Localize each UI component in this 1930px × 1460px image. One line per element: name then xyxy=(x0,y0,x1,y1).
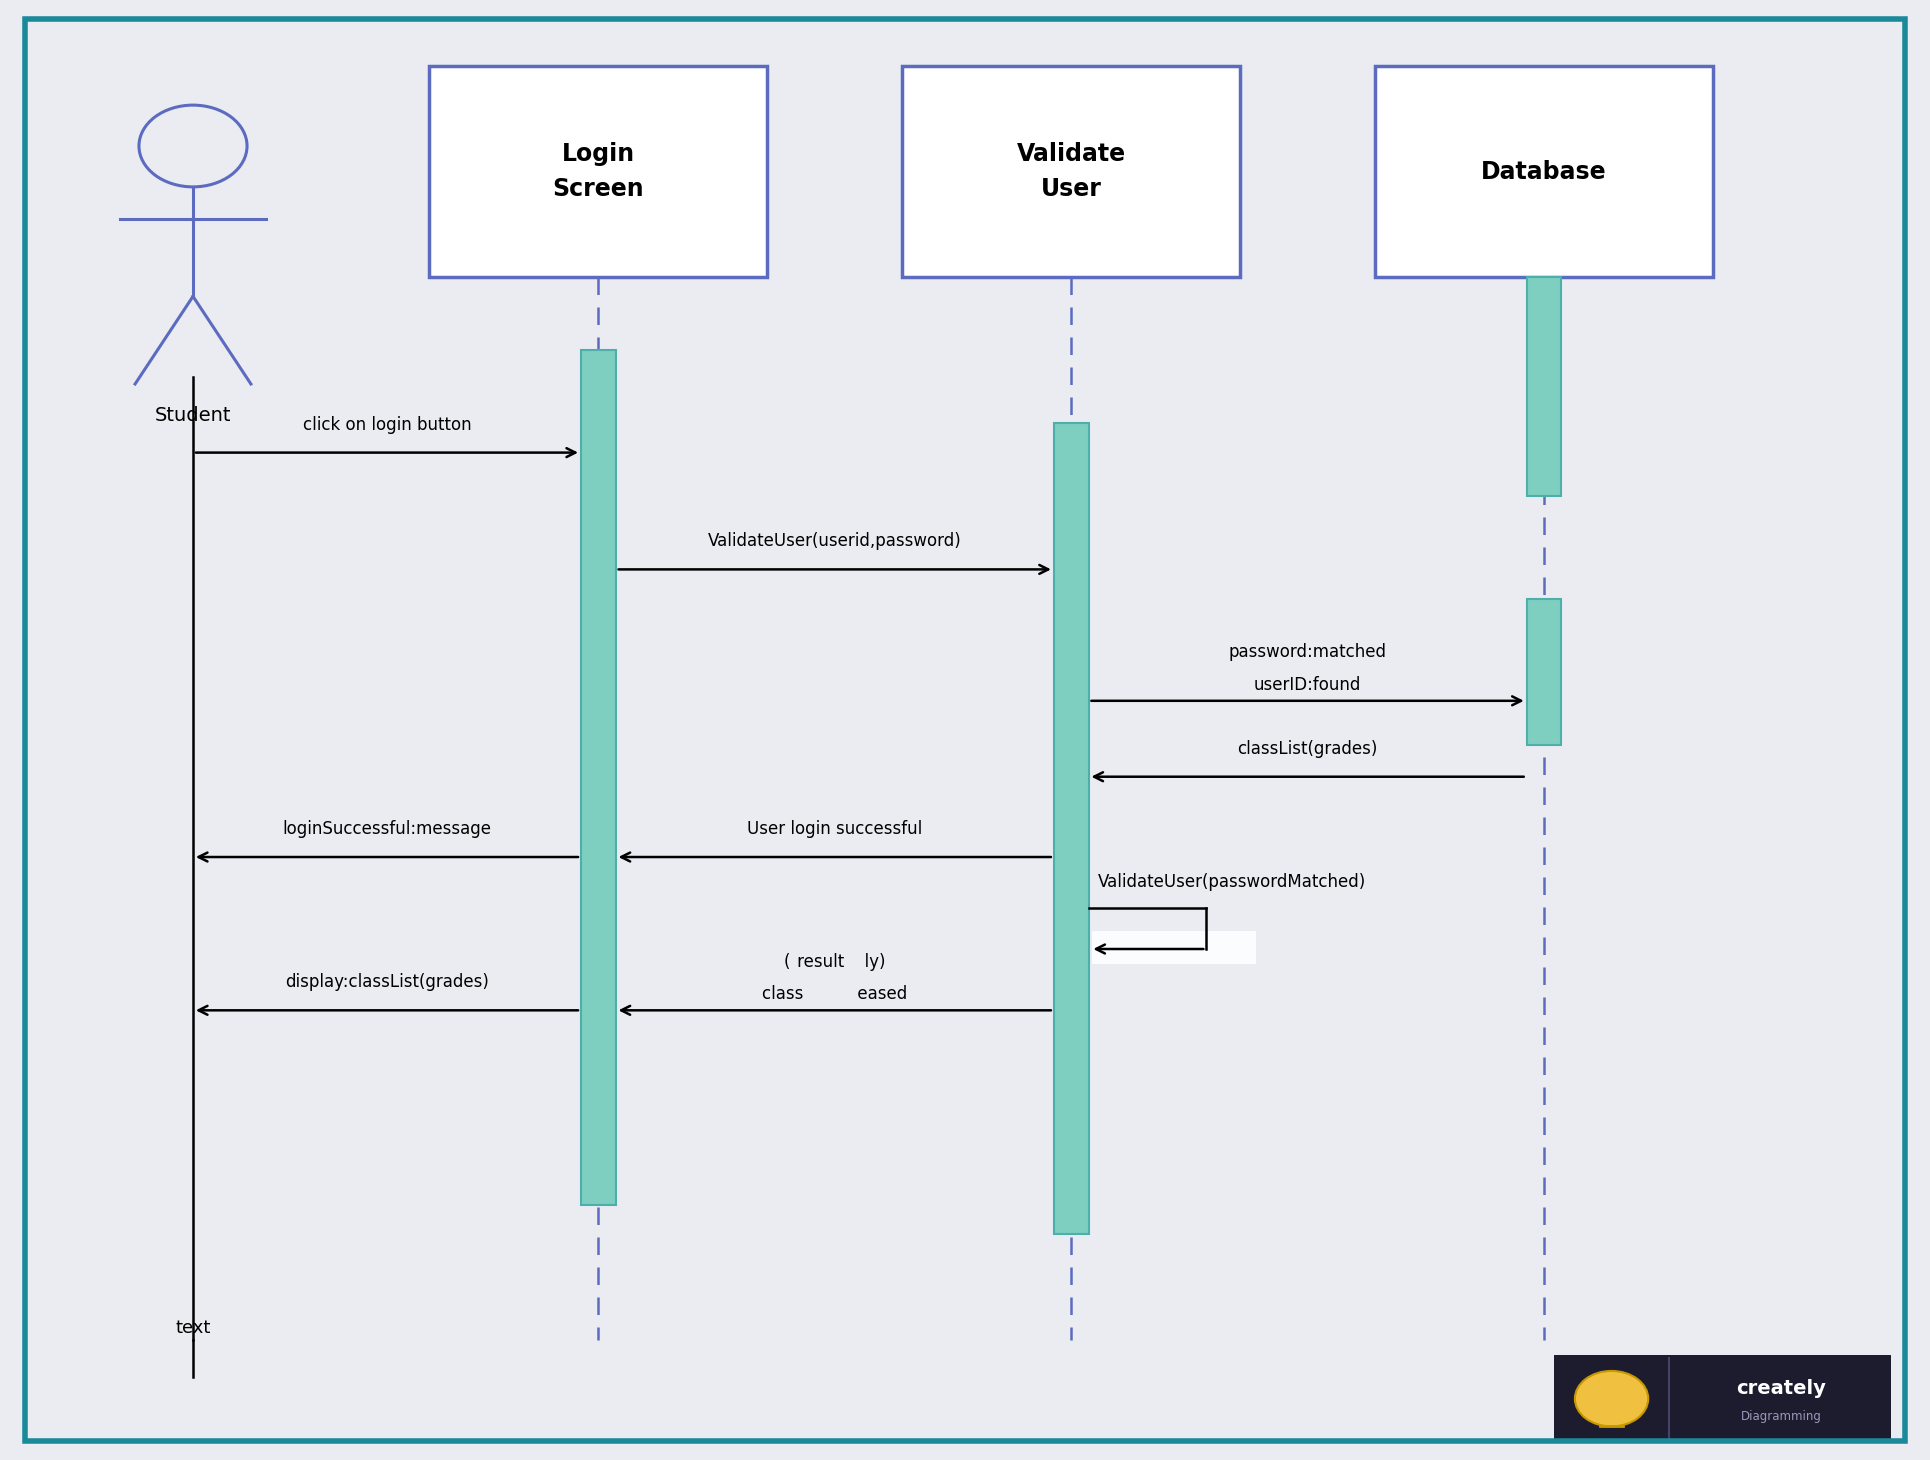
FancyBboxPatch shape xyxy=(581,350,616,1204)
FancyBboxPatch shape xyxy=(1527,277,1561,496)
Text: (  result      ly): ( result ly) xyxy=(784,953,886,971)
Text: loginSuccessful:message: loginSuccessful:message xyxy=(282,821,492,838)
Text: creately: creately xyxy=(1737,1378,1826,1399)
Text: Login
Screen: Login Screen xyxy=(552,142,645,201)
Text: Diagramming: Diagramming xyxy=(1741,1410,1822,1422)
Text: click on login button: click on login button xyxy=(303,416,471,434)
FancyBboxPatch shape xyxy=(1527,599,1561,745)
Text: userID:found: userID:found xyxy=(1254,676,1361,694)
FancyBboxPatch shape xyxy=(1374,66,1714,277)
FancyBboxPatch shape xyxy=(428,66,766,277)
FancyBboxPatch shape xyxy=(903,66,1241,277)
Text: Validate
User: Validate User xyxy=(1017,142,1125,201)
Text: display:classList(grades): display:classList(grades) xyxy=(286,974,488,991)
Text: classList(grades): classList(grades) xyxy=(1237,740,1378,758)
FancyBboxPatch shape xyxy=(1054,423,1089,1234)
Text: password:matched: password:matched xyxy=(1229,644,1386,661)
Text: ValidateUser(userid,password): ValidateUser(userid,password) xyxy=(708,533,961,550)
FancyBboxPatch shape xyxy=(1554,1355,1891,1442)
Text: Student: Student xyxy=(154,406,232,425)
Text: ValidateUser(passwordMatched): ValidateUser(passwordMatched) xyxy=(1098,873,1366,891)
FancyBboxPatch shape xyxy=(1092,931,1256,964)
Text: text: text xyxy=(176,1320,210,1337)
Circle shape xyxy=(1575,1371,1648,1426)
Text: User login successful: User login successful xyxy=(747,821,923,838)
Text: class                eased: class eased xyxy=(762,986,907,1003)
Text: Database: Database xyxy=(1480,159,1608,184)
